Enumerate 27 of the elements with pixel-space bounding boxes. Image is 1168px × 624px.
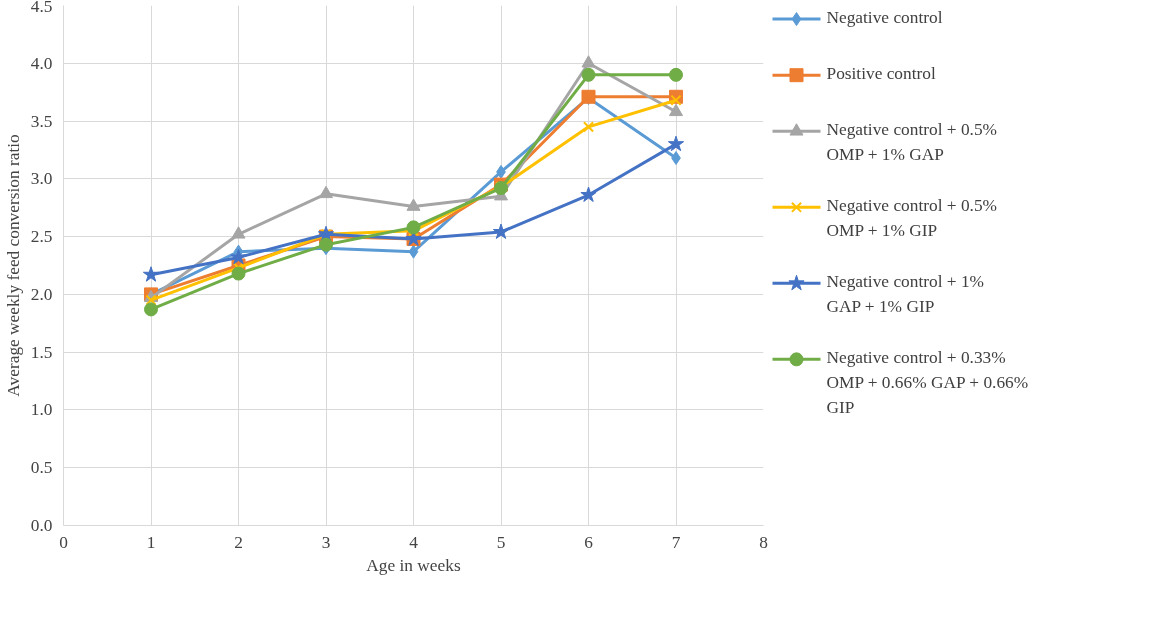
- x-tick-label: 4: [409, 532, 419, 552]
- legend-label: Positive control: [826, 64, 936, 84]
- x-tick-label: 6: [584, 532, 594, 552]
- y-tick-label: 4.5: [30, 0, 53, 16]
- y-tick-label: 0.0: [30, 516, 53, 535]
- y-tick-label: 1.0: [30, 400, 53, 420]
- x-axis-title: Age in weeks: [366, 555, 461, 575]
- y-tick-label: 3.5: [30, 111, 53, 131]
- x-tick-label: 7: [671, 532, 681, 552]
- x-tick-label: 8: [759, 532, 768, 552]
- x-tick-label: 0: [59, 532, 68, 552]
- y-tick-label: 0.5: [30, 458, 53, 478]
- legend-label: Negative control + 1% GAP + 1% GIP: [826, 272, 984, 317]
- y-tick-label: 2.5: [30, 227, 53, 247]
- x-tick-label: 3: [321, 532, 331, 552]
- x-tick-label: 5: [496, 532, 506, 552]
- y-tick-label: 2.0: [30, 284, 53, 304]
- y-tick-label: 4.0: [30, 53, 53, 73]
- y-tick-label: 3.0: [30, 169, 53, 189]
- x-tick-label: 2: [234, 532, 243, 552]
- legend-label: Negative control: [826, 8, 943, 28]
- x-tick-label: 1: [146, 532, 156, 552]
- y-tick-label: 1.5: [30, 342, 53, 362]
- legend-label: Negative control + 0.5% OMP + 1% GAP: [826, 120, 997, 164]
- legend-label: Negative control + 0.33% OMP + 0.66% GAP + 0.66% GIP: [826, 348, 1029, 417]
- legend-label: Negative control + 0.5% OMP + 1% GIP: [826, 196, 997, 241]
- y-axis-title: Average weekly feed conversion ratio: [3, 134, 23, 397]
